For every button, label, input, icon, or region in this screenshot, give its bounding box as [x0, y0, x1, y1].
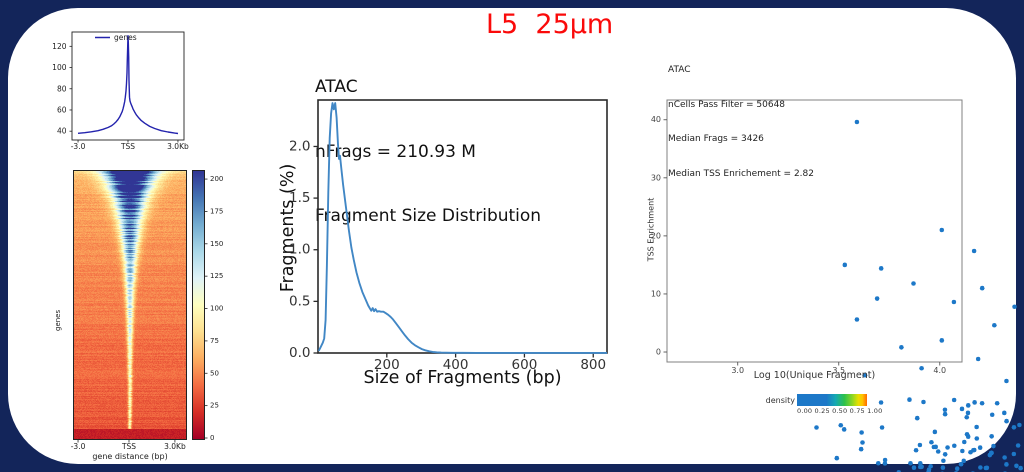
- svg-text:80: 80: [57, 84, 67, 93]
- fragment-size-svg: 0.0 0.5 1.0 1.5 2.0 200 400 600 800: [289, 99, 608, 373]
- scatter-points: [667, 100, 1024, 472]
- density-legend-label: density: [765, 396, 795, 405]
- fragment-size-xlabel: Size of Fragments (bp): [363, 368, 562, 388]
- svg-text:800: 800: [580, 357, 606, 373]
- svg-text:100: 100: [210, 305, 223, 313]
- fragment-size-chart: ATAC nFrags = 210.93 M Fragment Size Dis…: [270, 28, 620, 390]
- svg-text:30: 30: [651, 173, 661, 182]
- tss-heatmap-chart: -3.0 TSS 3.0Kb 0 25 50 75 100 125 150 175 200 genes…: [36, 160, 246, 472]
- svg-text:0.0: 0.0: [289, 345, 310, 361]
- svg-text:60: 60: [57, 105, 67, 114]
- svg-text:120: 120: [52, 42, 67, 51]
- svg-text:125: 125: [210, 272, 223, 280]
- svg-text:200: 200: [210, 175, 223, 183]
- svg-text:10: 10: [651, 289, 661, 298]
- svg-text:1.5: 1.5: [289, 190, 310, 206]
- svg-text:200: 200: [374, 357, 400, 373]
- svg-text:400: 400: [443, 357, 469, 373]
- heatmap-xlabel: gene distance (bp): [92, 452, 168, 461]
- svg-text:2.0: 2.0: [289, 138, 310, 154]
- svg-text:75: 75: [210, 337, 219, 345]
- svg-text:600: 600: [512, 357, 538, 373]
- svg-text:0: 0: [656, 348, 661, 357]
- svg-text:-3.0: -3.0: [71, 442, 86, 451]
- svg-text:TSS: TSS: [121, 442, 136, 451]
- svg-text:100: 100: [52, 63, 67, 72]
- svg-text:50: 50: [210, 369, 219, 377]
- scatter-ylabel: TSS Enrichment: [646, 197, 656, 262]
- legend-label: genes: [114, 33, 137, 42]
- svg-text:TSS: TSS: [120, 142, 135, 151]
- density-legend-ticks: 0.00 0.25 0.50 0.75 1.00: [797, 407, 883, 415]
- assay-label: ATAC: [315, 77, 358, 97]
- heatmap-colorbar: [192, 170, 205, 440]
- fragment-size-ylabel: Fragments (%): [278, 163, 298, 293]
- svg-text:3.0Kb: 3.0Kb: [167, 142, 189, 151]
- svg-text:175: 175: [210, 207, 223, 215]
- svg-text:40: 40: [651, 115, 661, 124]
- tss-profile-svg: 40 60 80 100 120 -3.0 TSS 3.0Kb genes: [52, 31, 189, 151]
- svg-text:1.0: 1.0: [289, 242, 310, 258]
- svg-text:150: 150: [210, 240, 223, 248]
- fragment-size-subtitle: Fragment Size Distribution: [315, 206, 542, 226]
- svg-text:-3.0: -3.0: [71, 142, 86, 151]
- heatmap-image: [73, 170, 187, 440]
- svg-text:3.0: 3.0: [731, 366, 744, 375]
- svg-text:20: 20: [651, 231, 661, 240]
- figure-title: L5 25µm: [486, 9, 614, 40]
- heatmap-axes-svg: -3.0 TSS 3.0Kb 0 25 50 75 100 125 150 175 200: [71, 175, 224, 451]
- svg-text:40: 40: [57, 127, 67, 136]
- assay-label: ATAC: [668, 65, 691, 75]
- svg-text:25: 25: [210, 402, 219, 410]
- svg-text:3.5: 3.5: [832, 366, 845, 375]
- svg-text:4.0: 4.0: [933, 366, 946, 375]
- svg-text:0.5: 0.5: [289, 293, 310, 309]
- svg-text:0: 0: [210, 434, 214, 442]
- heatmap-ylabel: genes: [54, 309, 62, 331]
- density-legend-gradient: [797, 394, 867, 406]
- scatter-xlabel: Log 10(Unique Fragment): [753, 370, 876, 381]
- tss-profile-chart: 40 60 80 100 120 -3.0 TSS 3.0Kb genes: [36, 20, 206, 162]
- scatter-axes-svg: 0 10 20 30 40 3.0 3.5 4.0: [651, 99, 963, 375]
- svg-text:3.0Kb: 3.0Kb: [164, 442, 186, 451]
- tss-scatter-chart: ATAC nCells Pass Filter = 50648 Median F…: [640, 30, 1024, 472]
